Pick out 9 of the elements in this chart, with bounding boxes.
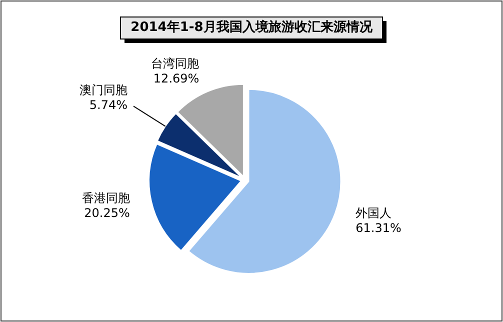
- data-label: 5.74%: [89, 98, 128, 112]
- data-label: 12.69%: [153, 71, 200, 86]
- slice-label: 台湾同胞: [151, 56, 200, 70]
- slice-label: 外国人: [356, 206, 392, 220]
- chart-title: 2014年1-8月我国入境旅游收汇来源情况: [130, 19, 374, 35]
- slice-label: 香港同胞: [82, 191, 130, 206]
- slice-label: 澳门同胞: [80, 83, 128, 98]
- data-label: 20.25%: [84, 206, 130, 220]
- data-label: 61.31%: [356, 221, 402, 236]
